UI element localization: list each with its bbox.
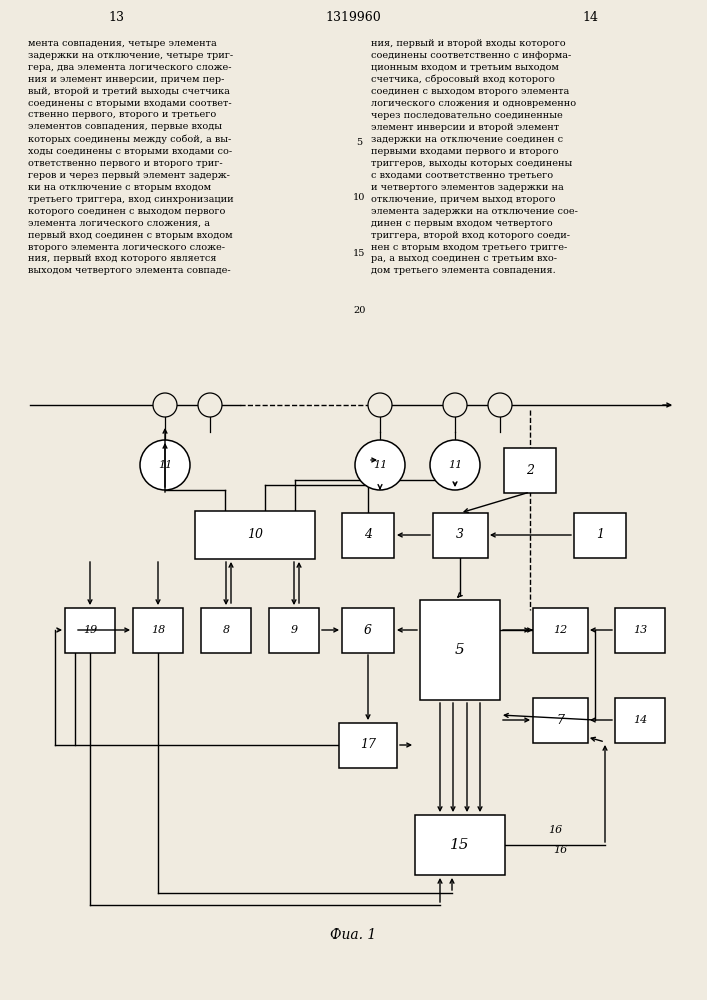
- Text: 5: 5: [455, 643, 465, 657]
- Bar: [133, 607, 183, 652]
- Text: 20: 20: [353, 306, 366, 315]
- Text: 7: 7: [556, 714, 564, 726]
- Bar: [574, 512, 626, 558]
- Text: 10: 10: [247, 528, 263, 542]
- Bar: [433, 512, 488, 558]
- Circle shape: [140, 440, 190, 490]
- Text: 10: 10: [353, 193, 366, 202]
- Bar: [342, 607, 394, 652]
- Text: 14: 14: [633, 715, 647, 725]
- Text: ния, первый и второй входы которого
соединены соответственно с информа-
ционным : ния, первый и второй входы которого соед…: [371, 39, 578, 275]
- Text: 13: 13: [633, 625, 647, 635]
- Bar: [415, 815, 505, 875]
- Text: 11: 11: [158, 460, 172, 470]
- Text: 13: 13: [109, 11, 124, 24]
- Text: 1: 1: [596, 528, 604, 542]
- Text: 3: 3: [456, 528, 464, 542]
- Circle shape: [198, 393, 222, 417]
- Text: 6: 6: [364, 624, 372, 637]
- Text: 8: 8: [223, 625, 230, 635]
- Text: 12: 12: [553, 625, 567, 635]
- Circle shape: [153, 393, 177, 417]
- Bar: [615, 607, 665, 652]
- Circle shape: [488, 393, 512, 417]
- Text: 11: 11: [373, 460, 387, 470]
- Bar: [342, 512, 394, 558]
- Bar: [339, 722, 397, 768]
- Bar: [615, 698, 665, 742]
- Text: 9: 9: [291, 625, 298, 635]
- Bar: [532, 698, 588, 742]
- Text: 11: 11: [448, 460, 462, 470]
- Text: 1319960: 1319960: [326, 11, 381, 24]
- Text: 18: 18: [151, 625, 165, 635]
- Circle shape: [368, 393, 392, 417]
- Text: 4: 4: [364, 528, 372, 542]
- Bar: [195, 511, 315, 559]
- Circle shape: [355, 440, 405, 490]
- Circle shape: [443, 393, 467, 417]
- Bar: [532, 607, 588, 652]
- Text: 15: 15: [450, 838, 469, 852]
- Bar: [269, 607, 319, 652]
- Bar: [504, 448, 556, 492]
- Text: 2: 2: [526, 464, 534, 477]
- Circle shape: [430, 440, 480, 490]
- Text: 19: 19: [83, 625, 97, 635]
- Text: Фиа. 1: Фиа. 1: [330, 928, 376, 942]
- Bar: [201, 607, 251, 652]
- Text: 16: 16: [548, 825, 562, 835]
- Text: 5: 5: [356, 138, 362, 147]
- Bar: [65, 607, 115, 652]
- Text: 14: 14: [583, 11, 598, 24]
- Text: мента совпадения, четыре элемента
задержки на отключение, четыре триг-
гера, два: мента совпадения, четыре элемента задерж…: [28, 39, 234, 275]
- Text: 16: 16: [553, 845, 567, 855]
- Bar: [420, 600, 500, 700]
- Text: 17: 17: [360, 738, 376, 752]
- Text: 15: 15: [353, 249, 366, 258]
